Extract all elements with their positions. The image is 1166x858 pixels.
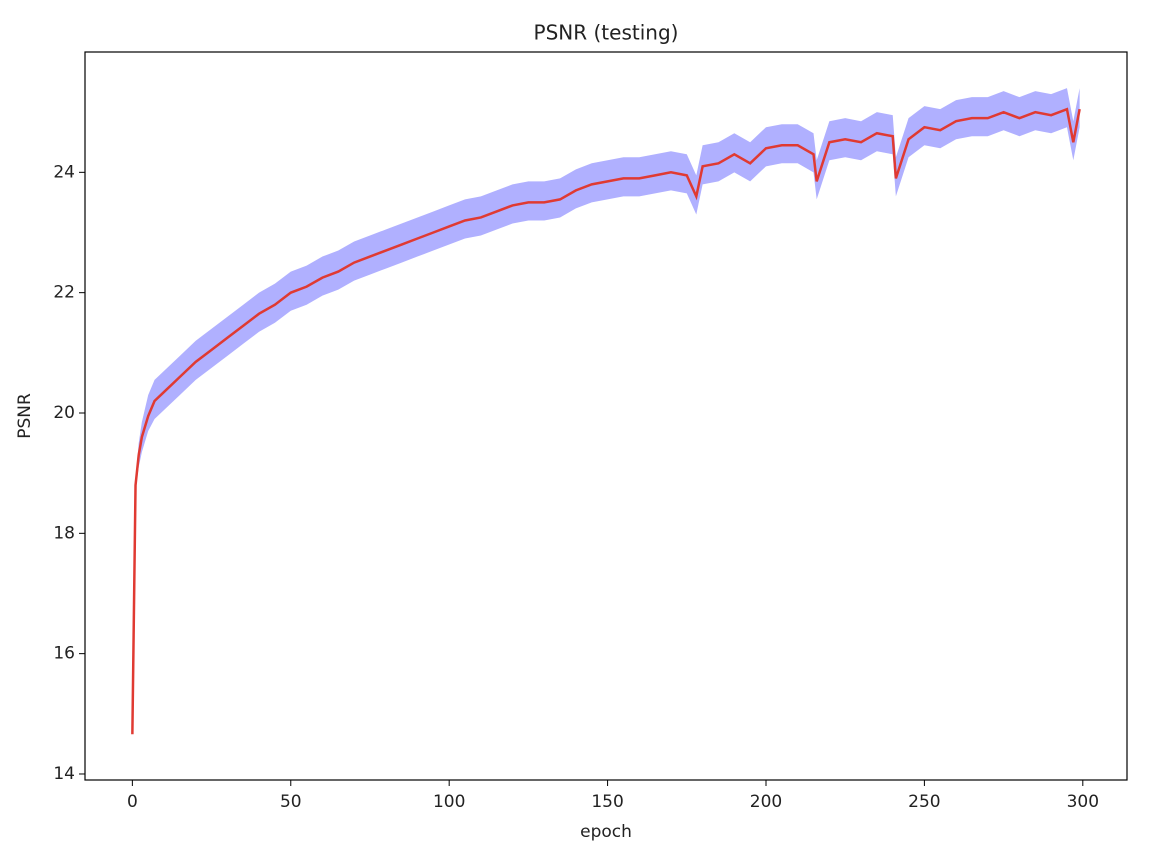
y-tick-label: 18 (53, 523, 75, 543)
x-tick-label: 300 (1067, 792, 1099, 812)
x-axis-label: epoch (580, 822, 632, 842)
y-tick-label: 20 (53, 403, 75, 423)
y-tick-label: 22 (53, 283, 75, 303)
plot-frame (84, 51, 1128, 781)
x-tick-label: 100 (433, 792, 465, 812)
chart-title: PSNR (testing) (534, 21, 679, 45)
x-tick-label: 0 (127, 792, 138, 812)
x-tick-label: 50 (280, 792, 302, 812)
x-tick-label: 250 (908, 792, 940, 812)
y-tick-label: 24 (53, 162, 75, 182)
x-tick-label: 150 (591, 792, 623, 812)
y-tick-label: 16 (53, 644, 75, 664)
data-line (131, 107, 1081, 735)
x-tick-label: 200 (750, 792, 782, 812)
confidence-band (132, 88, 1080, 735)
y-axis-label: PSNR (15, 393, 35, 439)
y-tick-label: 14 (53, 764, 75, 784)
